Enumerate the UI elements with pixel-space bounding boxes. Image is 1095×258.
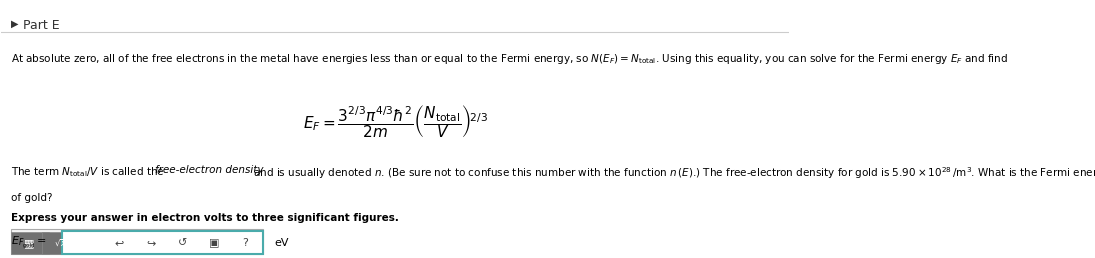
- Text: ΑΣΦ: ΑΣΦ: [88, 239, 105, 248]
- Text: ↪: ↪: [147, 238, 155, 248]
- Text: ▶: ▶: [11, 19, 19, 29]
- Text: At absolute zero, all of the free electrons in the metal have energies less than: At absolute zero, all of the free electr…: [11, 52, 1007, 66]
- Text: ↺: ↺: [177, 238, 187, 248]
- Text: $E_F = \dfrac{3^{2/3}\pi^{4/3}\hbar^2}{2m}\left(\dfrac{N_\mathrm{total}}{V}\righ: $E_F = \dfrac{3^{2/3}\pi^{4/3}\hbar^2}{2…: [302, 103, 488, 140]
- Text: ↩: ↩: [115, 238, 124, 248]
- Text: Part E: Part E: [23, 19, 60, 32]
- FancyBboxPatch shape: [62, 231, 263, 254]
- Text: and is usually denoted $n$. (Be sure not to confuse this number with the functio: and is usually denoted $n$. (Be sure not…: [250, 165, 1095, 183]
- Text: eV: eV: [275, 238, 289, 248]
- Text: The term $N_\mathrm{total}/V$ is called the: The term $N_\mathrm{total}/V$ is called …: [11, 165, 165, 179]
- Text: ▣: ▣: [209, 238, 219, 248]
- FancyBboxPatch shape: [43, 232, 80, 254]
- Text: $E_{F_{\mathrm{gold}}}=$: $E_{F_{\mathrm{gold}}}=$: [11, 235, 47, 251]
- Text: ▦: ▦: [24, 238, 35, 248]
- FancyBboxPatch shape: [11, 232, 48, 254]
- FancyBboxPatch shape: [73, 232, 119, 254]
- Text: $\sqrt{x}$: $\sqrt{x}$: [54, 238, 69, 249]
- Text: of gold?: of gold?: [11, 193, 53, 203]
- Text: Express your answer in electron volts to three significant figures.: Express your answer in electron volts to…: [11, 213, 399, 223]
- FancyBboxPatch shape: [11, 229, 263, 254]
- Text: free-electron density: free-electron density: [155, 165, 264, 175]
- Text: ?: ?: [243, 238, 249, 248]
